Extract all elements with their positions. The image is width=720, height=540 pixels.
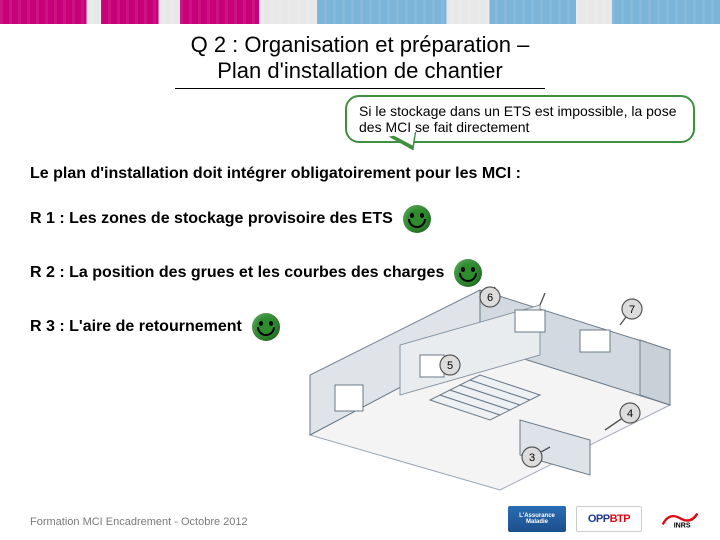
- lead-text: Le plan d'installation doit intégrer obl…: [30, 165, 690, 183]
- svg-text:6: 6: [487, 292, 493, 304]
- smiley-icon: [403, 205, 431, 233]
- title-line-1: Q 2 : Organisation et préparation –: [0, 32, 720, 58]
- header-banner: [0, 0, 720, 24]
- answer-label: R 1 : Les zones de stockage provisoire d…: [30, 210, 393, 228]
- logo-label: L'Assurance Maladie: [514, 513, 560, 525]
- title-block: Q 2 : Organisation et préparation – Plan…: [0, 32, 720, 89]
- answer-row-2: R 2 : La position des grues et les courb…: [30, 259, 690, 287]
- logo-assurance-maladie: L'Assurance Maladie: [508, 506, 566, 532]
- svg-text:4: 4: [627, 408, 633, 420]
- logo-inrs: INRS: [652, 506, 708, 532]
- svg-text:3: 3: [529, 452, 535, 464]
- logo-label: OPPBTP: [588, 513, 630, 525]
- answer-row-1: R 1 : Les zones de stockage provisoire d…: [30, 205, 690, 233]
- title-underline: [175, 88, 545, 89]
- callout-tail: [389, 132, 420, 155]
- svg-text:7: 7: [629, 304, 635, 316]
- answer-label: R 3 : L'aire de retournement: [30, 318, 242, 336]
- answer-label: R 2 : La position des grues et les courb…: [30, 264, 444, 282]
- callout-text: Si le stockage dans un ETS est impossibl…: [359, 103, 677, 135]
- logo-strip: L'Assurance Maladie OPPBTP INRS: [508, 506, 708, 532]
- smiley-icon: [454, 259, 482, 287]
- svg-text:5: 5: [447, 360, 453, 372]
- footer-text: Formation MCI Encadrement - Octobre 2012: [30, 516, 248, 528]
- smiley-icon: [252, 313, 280, 341]
- logo-oppbtp: OPPBTP: [576, 506, 642, 532]
- isometric-diagram: 6 7 5 4 3: [280, 285, 690, 495]
- title-line-2: Plan d'installation de chantier: [0, 58, 720, 84]
- svg-text:INRS: INRS: [674, 523, 691, 530]
